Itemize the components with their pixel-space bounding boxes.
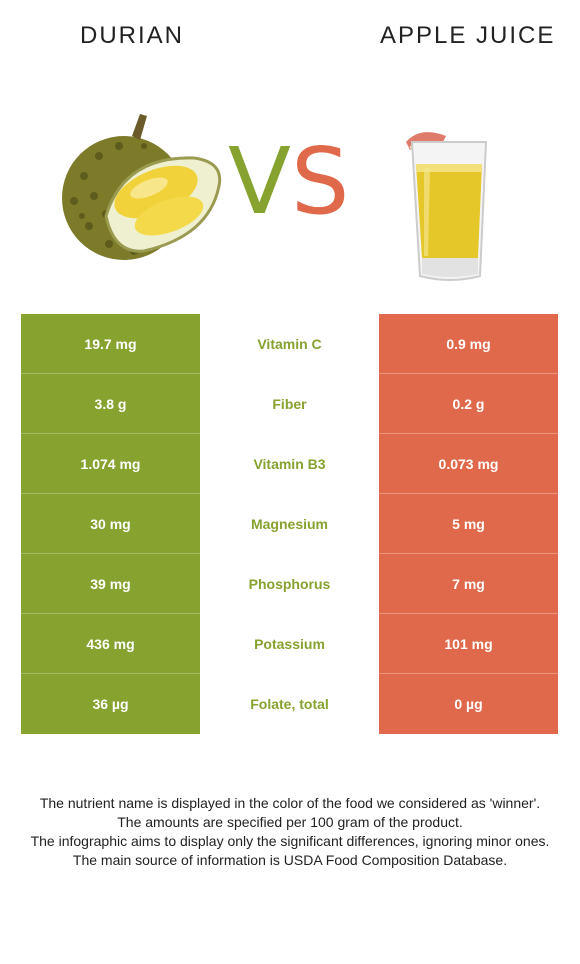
apple-juice-value: 7 mg — [379, 554, 558, 614]
vs-label: VS — [228, 136, 349, 228]
footer-note: The infographic aims to display only the… — [30, 833, 550, 849]
vs-v: V — [228, 128, 291, 235]
table-row: 436 mg Potassium 101 mg — [21, 614, 558, 674]
header: DURIAN APPLE JUICE — [0, 22, 580, 58]
footer-note: The main source of information is USDA F… — [72, 852, 508, 868]
durian-value: 39 mg — [21, 554, 200, 614]
apple-juice-value: 0 µg — [379, 674, 558, 734]
footer-notes: The nutrient name is displayed in the co… — [20, 794, 560, 870]
table-row: 19.7 mg Vitamin C 0.9 mg — [21, 314, 558, 374]
nutrient-name: Magnesium — [200, 494, 379, 554]
table-row: 39 mg Phosphorus 7 mg — [21, 554, 558, 614]
durian-value: 36 µg — [21, 674, 200, 734]
durian-value: 3.8 g — [21, 374, 200, 434]
vs-s: S — [290, 128, 350, 235]
footer-note: The amounts are specified per 100 gram o… — [117, 814, 463, 830]
nutrient-name: Vitamin B3 — [200, 434, 379, 494]
apple-juice-value: 0.9 mg — [379, 314, 558, 374]
durian-value: 30 mg — [21, 494, 200, 554]
apple-juice-value: 0.073 mg — [379, 434, 558, 494]
nutrient-name: Folate, total — [200, 674, 379, 734]
table-row: 36 µg Folate, total 0 µg — [21, 674, 558, 734]
apple-juice-value: 0.2 g — [379, 374, 558, 434]
food-visuals: VS — [0, 100, 580, 290]
food-title-durian: DURIAN — [80, 22, 185, 49]
comparison-table: 19.7 mg Vitamin C 0.9 mg 3.8 g Fiber 0.2 g 1.0… — [21, 314, 558, 734]
durian-value: 19.7 mg — [21, 314, 200, 374]
footer-note: The nutrient name is displayed in the co… — [39, 795, 541, 811]
apple-juice-value: 5 mg — [379, 494, 558, 554]
nutrient-name: Phosphorus — [200, 554, 379, 614]
durian-image — [62, 114, 222, 260]
durian-value: 436 mg — [21, 614, 200, 674]
table-row: 30 mg Magnesium 5 mg — [21, 494, 558, 554]
food-title-apple-juice: APPLE JUICE — [380, 22, 556, 49]
apple-juice-value: 101 mg — [379, 614, 558, 674]
table-row: 3.8 g Fiber 0.2 g — [21, 374, 558, 434]
apple-juice-image — [406, 132, 488, 281]
nutrient-name: Fiber — [200, 374, 379, 434]
durian-value: 1.074 mg — [21, 434, 200, 494]
nutrient-name: Potassium — [200, 614, 379, 674]
table-row: 1.074 mg Vitamin B3 0.073 mg — [21, 434, 558, 494]
nutrient-name: Vitamin C — [200, 314, 379, 374]
